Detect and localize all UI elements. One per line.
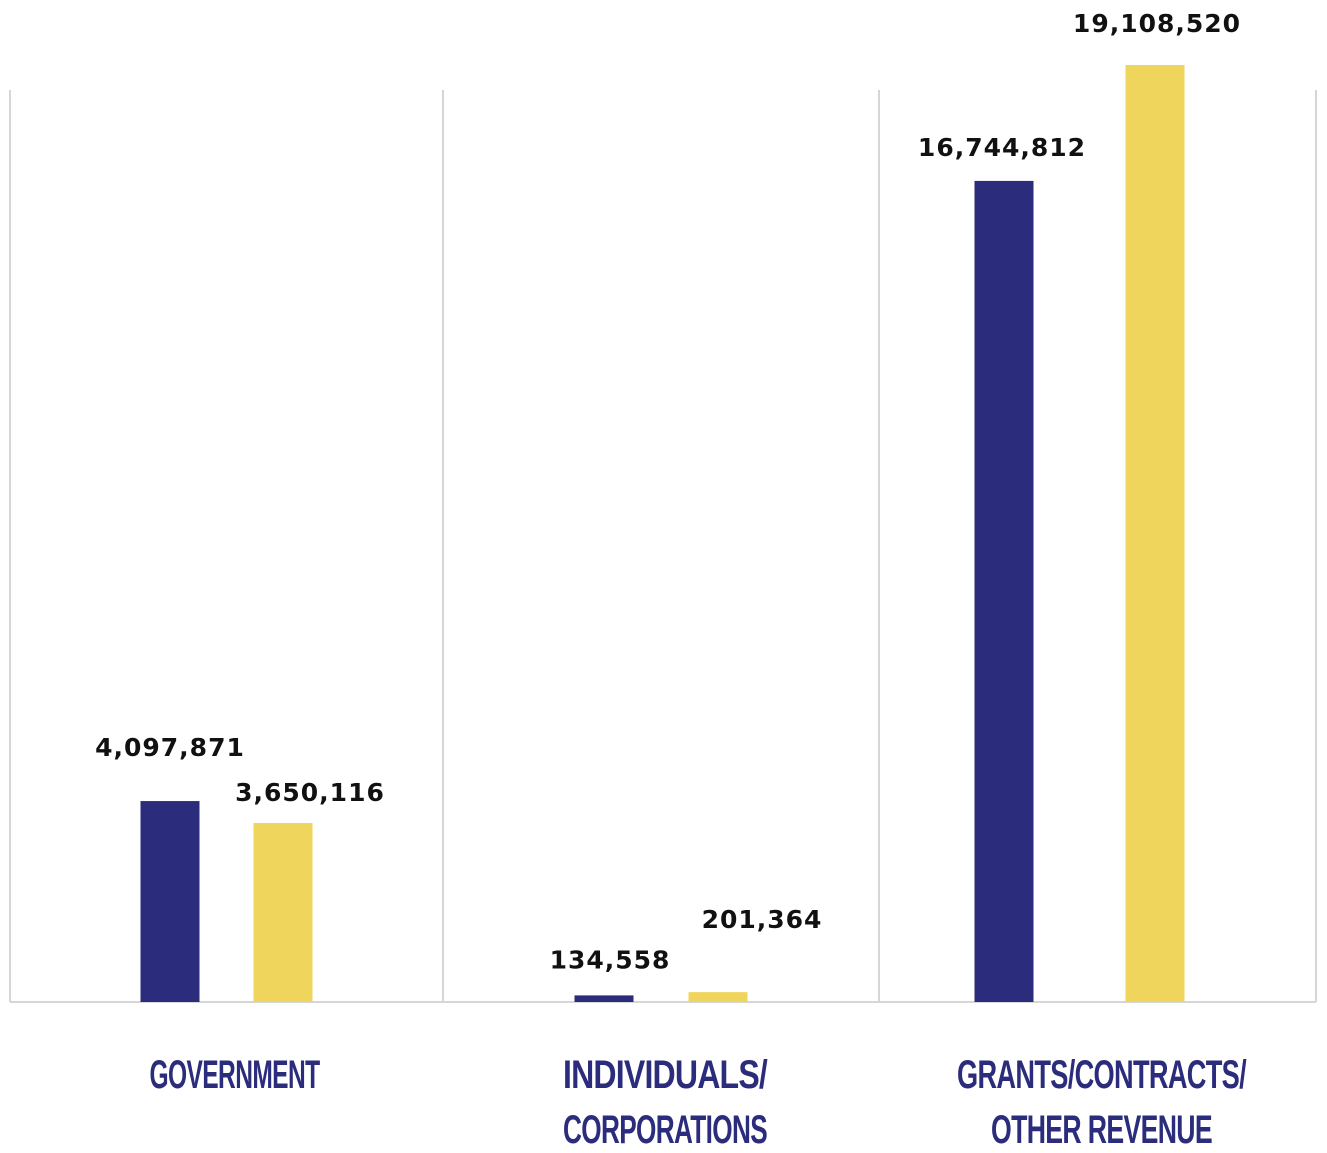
bar	[140, 801, 200, 1002]
data-label: 3,650,116	[235, 778, 385, 807]
category-label: GRANTS/CONTRACTS/	[957, 1053, 1247, 1097]
bar	[574, 995, 634, 1002]
category-label: GOVERNMENT	[150, 1053, 320, 1097]
category-label: CORPORATIONS	[563, 1108, 767, 1152]
bar	[974, 180, 1034, 1002]
data-label: 16,744,812	[918, 133, 1086, 162]
bar	[1125, 65, 1185, 1002]
data-label: 4,097,871	[95, 733, 245, 762]
category-label: INDIVIDUALS/	[563, 1053, 768, 1097]
category-label: OTHER REVENUE	[991, 1108, 1212, 1152]
data-label: 201,364	[702, 905, 823, 934]
data-label: 134,558	[550, 945, 671, 974]
bar	[253, 823, 313, 1002]
bar	[688, 992, 748, 1002]
data-label: 19,108,520	[1073, 9, 1241, 38]
